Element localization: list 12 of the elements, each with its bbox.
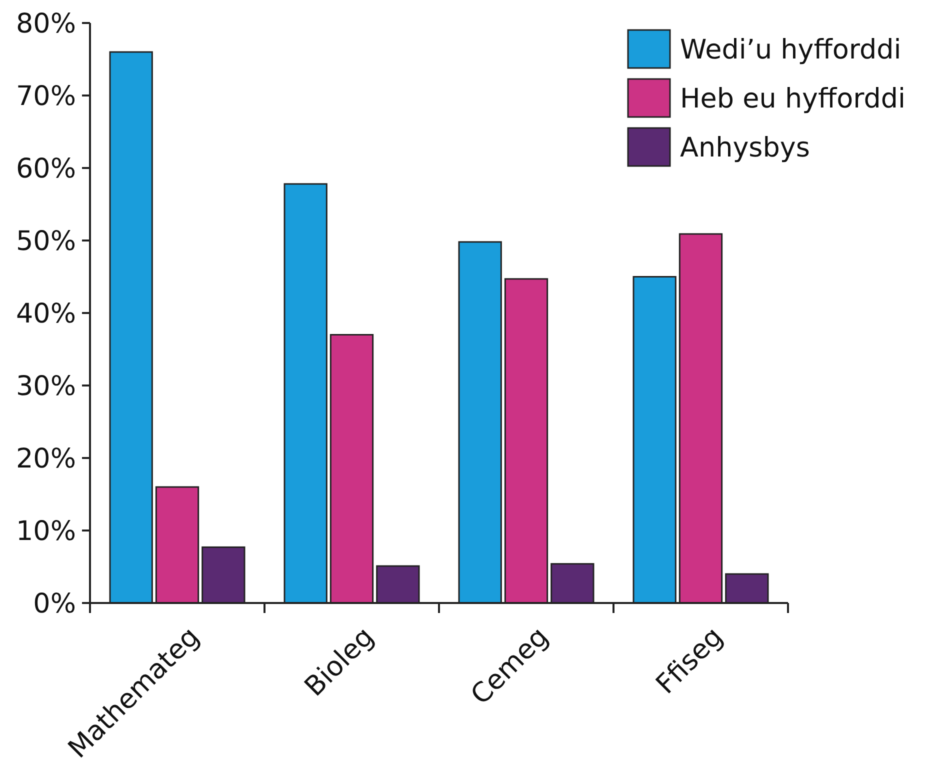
- legend-label: Wedi’u hyfforddi: [680, 34, 902, 66]
- legend-label: Anhysbys: [680, 132, 810, 164]
- y-tick-label: 30%: [16, 370, 76, 402]
- y-tick-label: 0%: [33, 588, 76, 620]
- y-tick-label: 10%: [16, 516, 76, 547]
- y-tick-label: 50%: [16, 226, 76, 257]
- legend-label: Heb eu hyfforddi: [680, 83, 906, 114]
- y-tick-label: 70%: [16, 80, 76, 112]
- y-tick-label: 80%: [16, 8, 76, 40]
- y-tick-label: 20%: [16, 443, 76, 474]
- y-tick-label: 60%: [16, 153, 76, 184]
- y-tick-label: 40%: [16, 298, 76, 330]
